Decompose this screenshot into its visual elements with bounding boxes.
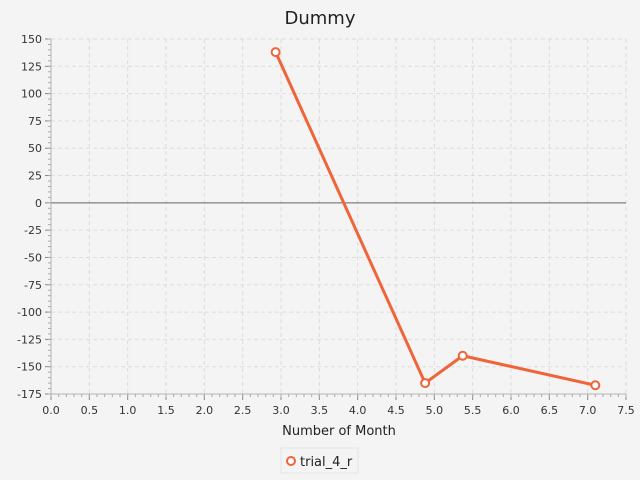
y-tick-label: 75 [28,115,42,128]
grid [50,38,627,395]
y-tick-label: -75 [24,279,42,292]
x-axis-title: Number of Month [282,424,396,439]
x-tick-label: 3.0 [272,404,290,417]
x-tick-label: 2.0 [196,404,214,417]
x-tick-label: 7.0 [579,404,597,417]
y-tick-label: -50 [24,251,42,264]
chart-title: Dummy [285,8,356,29]
axes: 150 125 100 75 50 25 0 -25 -50 -75 -100 -125 -150 -17… [17,33,635,417]
y-tick-label: 0 [35,197,42,210]
series-line [274,51,596,387]
series-layer [270,47,601,391]
y-tick-label: 50 [28,142,42,155]
y-tick-label: 100 [21,88,42,101]
x-tick-label: 6.0 [502,404,520,417]
y-tick-label: -175 [17,388,42,401]
plot-area [51,39,626,394]
y-tick-label: 125 [21,60,42,73]
y-tick-label: -125 [17,333,42,346]
x-tick-label: 7.5 [617,404,635,417]
x-tick-label: 5.5 [464,404,482,417]
legend-marker [286,456,296,466]
y-tick-label: 150 [21,33,42,46]
x-tick-label: 0.0 [42,404,60,417]
y-tick-label: 25 [28,170,42,183]
x-tick-label: 1.5 [157,404,175,417]
x-tick-label: 6.5 [541,404,559,417]
x-tick-label: 1.0 [119,404,137,417]
x-tick-label: 0.5 [81,404,99,417]
x-tick-label: 3.5 [311,404,329,417]
legend-label: trial_4_r [300,455,353,470]
x-tick-label: 4.0 [349,404,367,417]
data-point[interactable] [420,378,431,389]
y-tick-label: -100 [17,306,42,319]
y-tick-label: -25 [24,224,42,237]
legend[interactable]: trial_4_r [280,447,359,474]
y-tick-label: -150 [17,361,42,374]
x-tick-label: 5.0 [426,404,444,417]
x-tick-label: 2.5 [234,404,252,417]
data-point[interactable] [270,47,281,58]
data-point[interactable] [457,350,468,361]
data-point[interactable] [590,380,601,391]
x-tick-label: 4.5 [387,404,405,417]
